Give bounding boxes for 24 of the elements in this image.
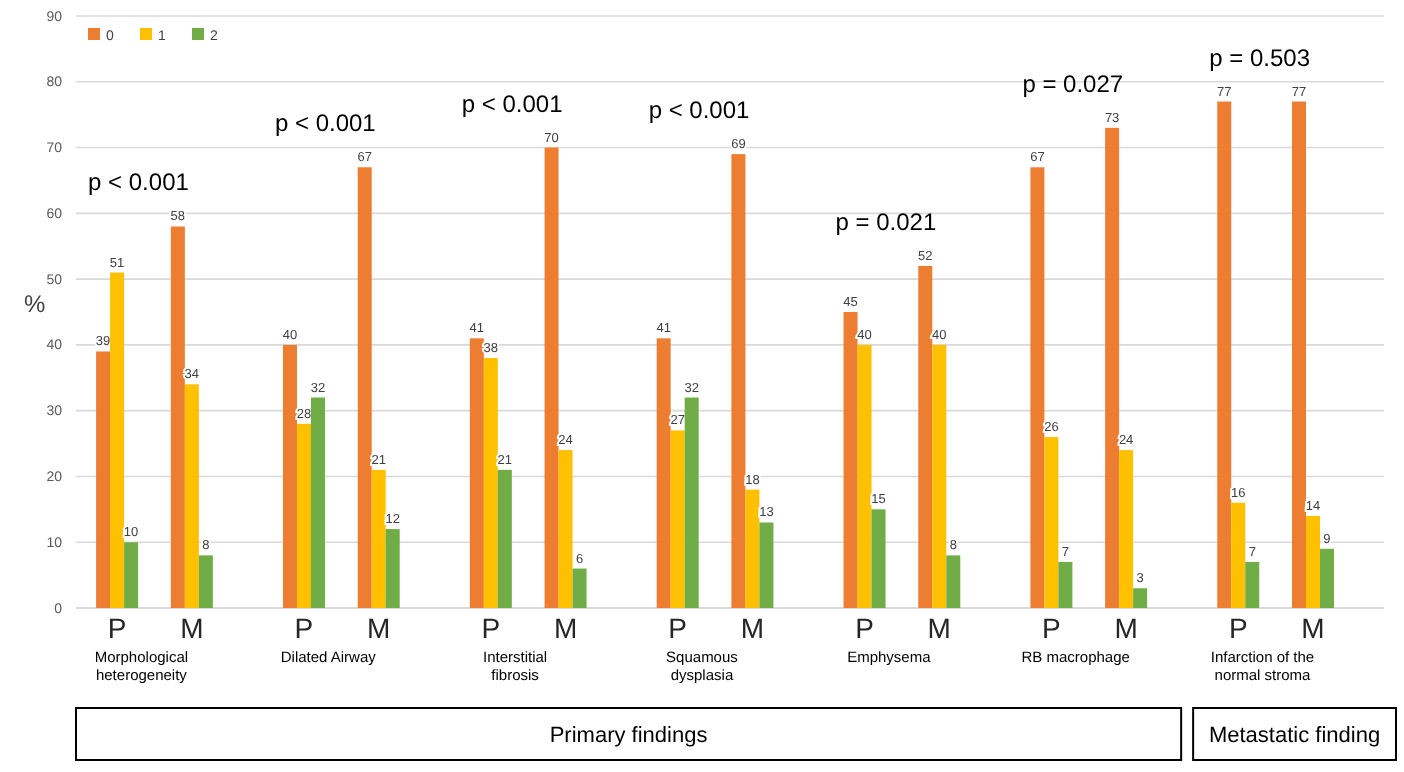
x-tick-label: M [180,612,204,644]
x-tick-label: P [107,612,127,644]
annotation: p < 0.001 [274,109,377,138]
x-tick-label: M [367,612,391,644]
annotation: p = 0.027 [1022,69,1124,98]
x-tick-label: M [553,612,578,644]
x-tick-label: P [668,612,688,644]
text: Primary findings [549,724,709,748]
text: Metastatic finding [1208,724,1381,748]
annotation: p < 0.001 [461,89,564,118]
x-tick-label: M [740,612,765,644]
x-tick-label: P [1228,612,1248,644]
x-tick-label: M [1114,612,1138,644]
annotation: p = 0.021 [835,207,937,236]
x-tick-label: M [927,612,951,644]
x-tick-label: P [294,612,314,644]
annotation: p < 0.001 [648,96,751,125]
x-tick-label: P [855,612,874,644]
x-tick-label: P [1042,612,1061,644]
y-axis-title: % [24,290,46,318]
annotation: p < 0.001 [88,168,190,197]
x-tick-label: M [1301,612,1325,644]
annotation: p = 0.503 [1209,43,1311,72]
x-tick-label: P [481,612,501,644]
